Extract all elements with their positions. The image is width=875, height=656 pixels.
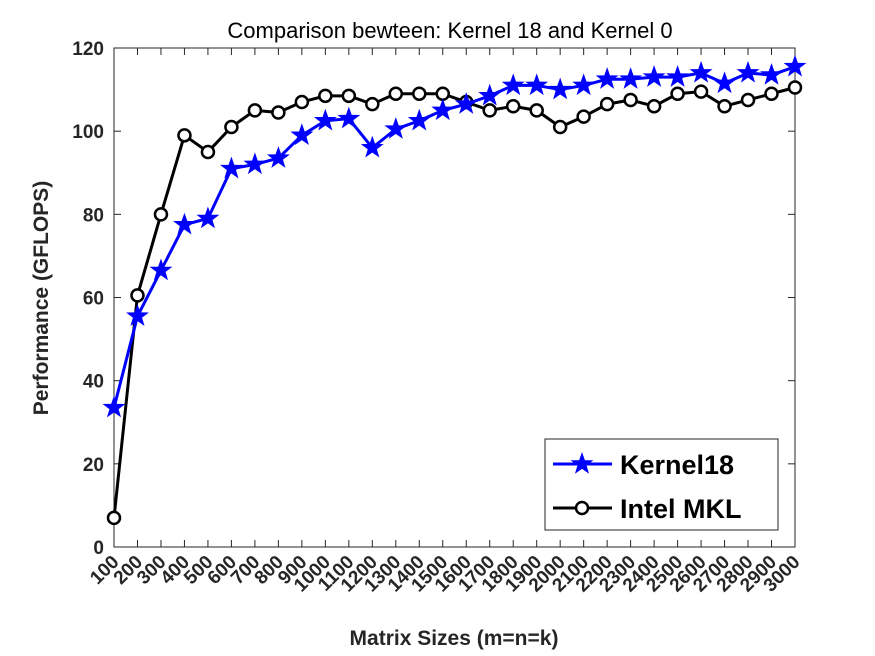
data-point-kernel18: [736, 60, 760, 83]
y-tick-label: 100: [72, 122, 104, 143]
data-point-kernel18: [713, 71, 736, 94]
data-point-intel-mkl: [224, 119, 239, 135]
y-tick-label: 60: [83, 289, 104, 310]
chart-title: Comparison bewteen: Kernel 18 and Kernel…: [227, 18, 672, 43]
legend-marker-intel-mkl: [574, 500, 590, 516]
data-point-intel-mkl: [271, 105, 286, 120]
data-point-intel-mkl: [247, 103, 263, 118]
legend-label-kernel18: Kernel18: [620, 450, 734, 480]
data-point-intel-mkl: [318, 88, 333, 104]
data-point-intel-mkl: [646, 98, 662, 114]
y-tick-label: 120: [72, 39, 104, 60]
data-point-kernel18: [454, 92, 478, 114]
data-point-kernel18: [595, 67, 619, 89]
data-point-intel-mkl: [764, 86, 779, 101]
data-point-intel-mkl: [341, 88, 357, 104]
data-point-intel-mkl: [412, 86, 427, 101]
data-point-intel-mkl: [505, 98, 521, 114]
data-point-intel-mkl: [365, 96, 380, 112]
data-point-intel-mkl: [177, 128, 192, 143]
y-tick-label: 80: [83, 205, 104, 226]
data-point-kernel18: [431, 98, 455, 121]
data-point-intel-mkl: [435, 86, 451, 101]
series-kernel18: [102, 54, 807, 418]
data-point-intel-mkl: [552, 119, 568, 135]
data-point-kernel18: [149, 258, 173, 281]
legend: Kernel18 Intel MKL: [544, 438, 779, 531]
data-point-kernel18: [525, 73, 549, 96]
data-point-kernel18: [501, 73, 525, 96]
data-point-intel-mkl: [106, 510, 122, 526]
data-point-kernel18: [173, 212, 196, 235]
data-point-intel-mkl: [200, 144, 216, 160]
y-axis: 0 20 40 60 80 100 120: [72, 39, 795, 559]
data-point-intel-mkl: [576, 109, 591, 124]
data-point-intel-mkl: [529, 103, 544, 118]
data-point-kernel18: [266, 146, 290, 168]
data-point-kernel18: [642, 65, 666, 87]
data-point-kernel18: [219, 156, 243, 179]
data-point-intel-mkl: [482, 103, 497, 118]
data-point-kernel18: [313, 108, 337, 131]
y-axis-label: Performance (GFLOPS): [30, 181, 53, 416]
data-point-intel-mkl: [130, 288, 145, 303]
data-point-kernel18: [243, 152, 267, 175]
data-point-intel-mkl: [787, 80, 803, 95]
data-point-kernel18: [384, 117, 408, 139]
data-point-intel-mkl: [740, 92, 756, 108]
data-point-intel-mkl: [599, 96, 615, 112]
data-point-kernel18: [760, 63, 783, 85]
data-point-kernel18: [478, 83, 502, 106]
data-point-intel-mkl: [388, 86, 404, 101]
y-tick-label: 20: [83, 455, 104, 476]
data-point-kernel18: [548, 77, 572, 100]
data-point-kernel18: [689, 60, 713, 83]
data-point-intel-mkl: [623, 92, 638, 108]
data-point-kernel18: [619, 67, 643, 89]
data-point-intel-mkl: [294, 94, 310, 110]
data-point-intel-mkl: [717, 98, 732, 114]
series-layer: [102, 54, 807, 526]
data-point-kernel18: [666, 65, 690, 87]
y-tick-label: 40: [83, 372, 104, 393]
data-point-intel-mkl: [153, 207, 169, 222]
data-point-kernel18: [572, 73, 596, 96]
data-point-kernel18: [126, 304, 149, 326]
data-point-kernel18: [783, 54, 807, 77]
data-point-intel-mkl: [693, 84, 709, 99]
y-tick-label: 0: [93, 538, 104, 559]
data-point-kernel18: [196, 206, 220, 229]
data-point-kernel18: [407, 108, 431, 131]
legend-marker-kernel18: [570, 451, 594, 474]
data-point-kernel18: [102, 395, 126, 418]
data-point-kernel18: [290, 123, 314, 146]
data-point-kernel18: [337, 106, 361, 129]
legend-label-intel-mkl: Intel MKL: [620, 494, 742, 524]
data-point-intel-mkl: [670, 86, 685, 101]
x-axis-label: Matrix Sizes (m=n=k): [350, 627, 559, 650]
data-point-kernel18: [360, 135, 384, 158]
